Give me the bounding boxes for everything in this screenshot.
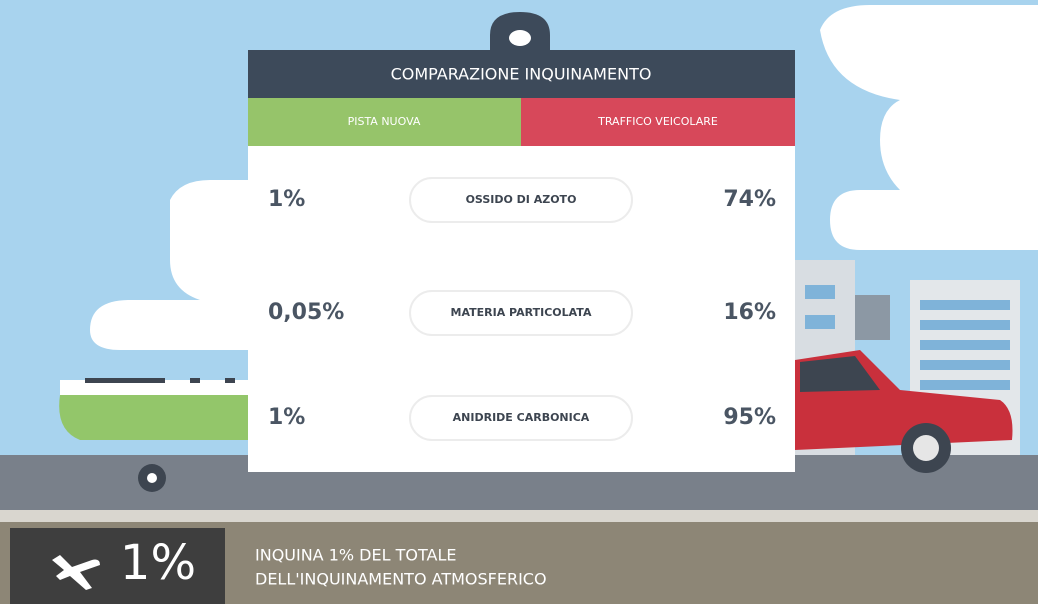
cloud: [90, 180, 250, 350]
row-label: ANIDRIDE CARBONICA: [453, 411, 590, 424]
card-title: COMPARAZIONE INQUINAMENTO: [391, 65, 652, 84]
building: [855, 295, 890, 340]
car-hub: [913, 435, 939, 461]
right-header-bg: [521, 98, 795, 146]
tag-hole: [509, 30, 531, 46]
footer-badge: [10, 528, 225, 604]
plane-top: [60, 380, 250, 395]
left-header-bg: [248, 98, 521, 146]
right-value: 16%: [723, 300, 776, 325]
footer-line: INQUINA 1% DEL TOTALE: [255, 546, 456, 565]
right-value: 95%: [723, 405, 776, 430]
plane-hub: [147, 473, 157, 483]
left-header: PISTA NUOVA: [348, 115, 421, 128]
label-pill: [409, 177, 633, 223]
card-header: [248, 50, 795, 98]
label-pill: [409, 395, 633, 441]
left-value: 0,05%: [268, 300, 344, 325]
plane-icon: [52, 555, 100, 590]
plane-body: [59, 395, 250, 440]
label-pill: [409, 290, 633, 336]
left-value: 1%: [268, 405, 305, 430]
plane-windows: [85, 378, 235, 383]
row-label: OSSIDO DI AZOTO: [466, 193, 577, 206]
curb: [0, 510, 1038, 522]
cloud: [820, 5, 1038, 250]
right-value: 74%: [723, 187, 776, 212]
rows: 1% OSSIDO DI AZOTO 74% 0,05% MATERIA PARTICO…: [268, 177, 776, 441]
row-label: MATERIA PARTICOLATA: [451, 306, 592, 319]
left-value: 1%: [268, 187, 305, 212]
windows: [805, 285, 1010, 390]
footer-line: DELL'INQUINAMENTO ATMOSFERICO: [255, 570, 547, 589]
right-header: TRAFFICO VEICOLARE: [597, 115, 718, 128]
footer-big: 1%: [120, 535, 196, 591]
car-window: [800, 356, 880, 392]
